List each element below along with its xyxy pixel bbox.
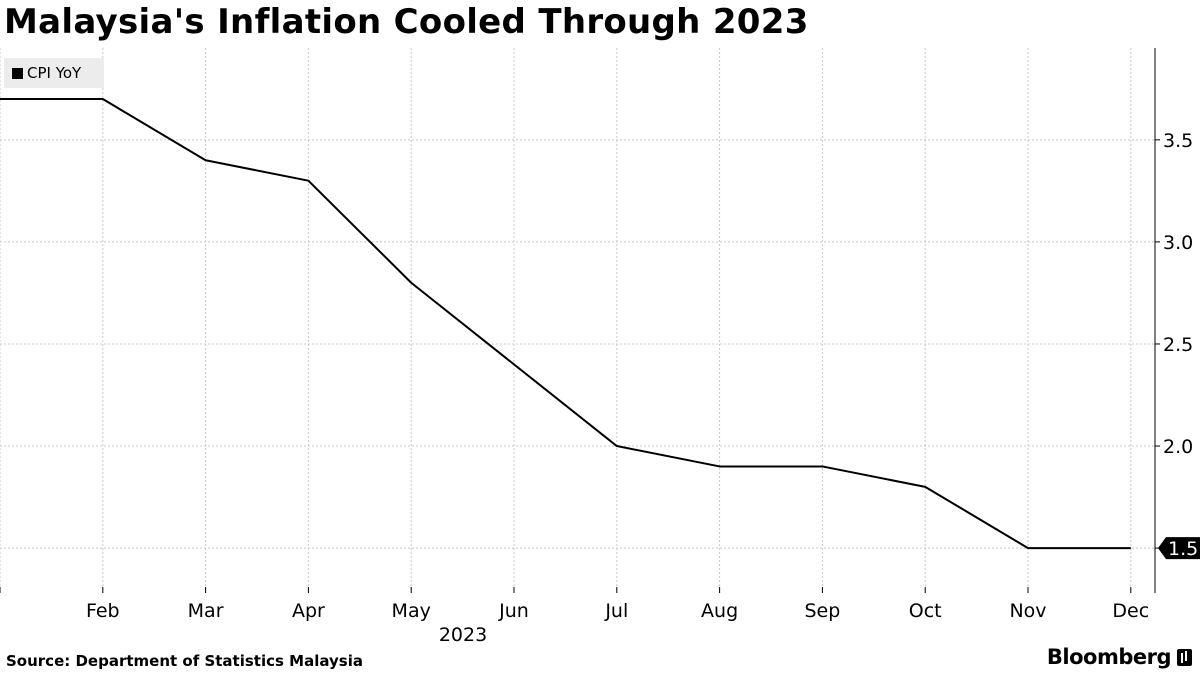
source-note: Source: Department of Statistics Malaysi… [6, 652, 363, 670]
x-tick-label: Nov [1009, 600, 1046, 622]
last-value-label: 1.5 [1168, 538, 1198, 560]
x-tick-label: Jul [604, 600, 628, 622]
x-axis-label: 2023 [439, 624, 487, 646]
y-tick-label: 2.5 [1163, 334, 1193, 356]
x-tick-label: Apr [292, 600, 325, 622]
y-tick-label: 2.0 [1163, 436, 1193, 458]
series-line-cpi-yoy [0, 98, 1131, 550]
x-tick-label: Mar [188, 600, 224, 622]
bloomberg-icon [1177, 648, 1192, 666]
x-tick-label: Aug [701, 600, 738, 622]
x-tick-label: Dec [1112, 600, 1149, 622]
chart-title: Malaysia's Inflation Cooled Through 2023 [4, 2, 809, 42]
x-tick-label: Feb [86, 600, 120, 622]
y-tick-label: 3.5 [1163, 130, 1193, 152]
x-tick-label: Oct [909, 600, 942, 622]
last-value-flag [1158, 537, 1200, 560]
x-tick-label: Sep [804, 600, 840, 622]
legend: CPI YoY [4, 58, 104, 88]
brand-name: Bloomberg [1046, 645, 1172, 669]
x-tick-label: Jun [498, 600, 529, 622]
y-tick-label: 3.0 [1163, 232, 1193, 254]
legend-swatch [12, 67, 23, 79]
legend-label: CPI YoY [27, 64, 82, 82]
brand-logo: Bloomberg [1047, 645, 1192, 669]
x-tick-label: May [392, 600, 431, 622]
